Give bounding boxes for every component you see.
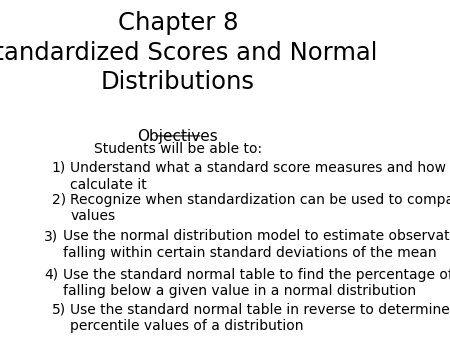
Text: 2): 2) [51, 193, 66, 207]
Text: 1): 1) [51, 161, 66, 175]
Text: Students will be able to:: Students will be able to: [94, 142, 262, 156]
Text: Understand what a standard score measures and how to
calculate it: Understand what a standard score measure… [70, 161, 450, 192]
Text: Chapter 8
Standardized Scores and Normal
Distributions: Chapter 8 Standardized Scores and Normal… [0, 11, 377, 94]
Text: Recognize when standardization can be used to compare
values: Recognize when standardization can be us… [70, 193, 450, 223]
Text: Use the normal distribution model to estimate observations
falling within certai: Use the normal distribution model to est… [63, 229, 450, 260]
Text: Use the standard normal table to find the percentage of data
falling below a giv: Use the standard normal table to find th… [63, 268, 450, 298]
Text: 5): 5) [51, 303, 66, 317]
Text: 4): 4) [44, 268, 58, 282]
Text: Objectives: Objectives [138, 129, 218, 144]
Text: Use the standard normal table in reverse to determine
percentile values of a dis: Use the standard normal table in reverse… [70, 303, 450, 333]
Text: 3): 3) [44, 229, 58, 243]
